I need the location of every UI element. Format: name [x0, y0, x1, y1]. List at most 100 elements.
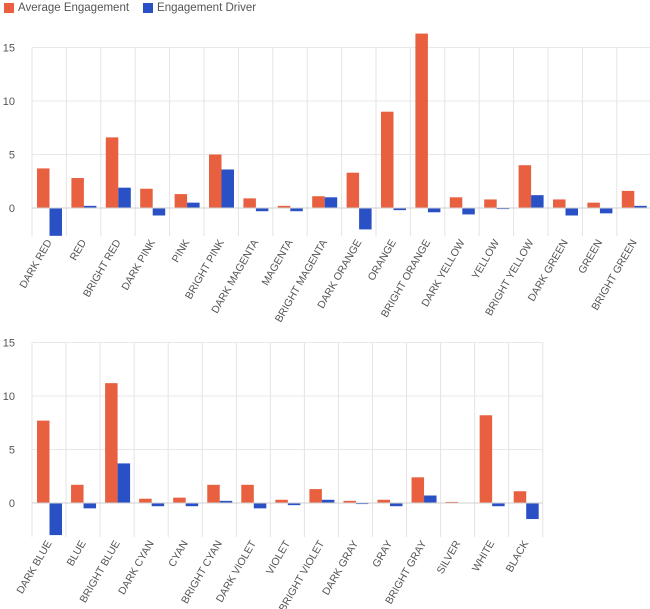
x-tick-label-dark-pink: DARK PINK [119, 238, 158, 293]
bar-engagement-driver-dark-green [565, 208, 578, 216]
bar-engagement-driver-black [526, 503, 539, 520]
x-tick-label-dark-cyan: DARK CYAN [116, 539, 157, 597]
x-tick-label-white: WHITE [470, 539, 497, 574]
bar-engagement-driver-dark-red [49, 208, 62, 236]
bar-average-engagement-bright-yellow [518, 165, 532, 208]
bar-engagement-driver-violet [287, 503, 301, 506]
bar-average-engagement-magenta [277, 205, 291, 208]
bar-engagement-driver-bright-gray [424, 495, 437, 503]
x-tick-label-black: BLACK [504, 539, 532, 575]
bar-engagement-driver-bright-magenta [324, 197, 338, 208]
y-tick-label: 10 [3, 96, 15, 108]
bar-average-engagement-bright-green [621, 190, 635, 208]
bar-engagement-driver-dark-blue [49, 503, 62, 536]
bar-average-engagement-bright-red [105, 137, 119, 208]
bar-average-engagement-dark-gray [343, 500, 356, 503]
bar-engagement-driver-pink [187, 202, 200, 208]
bar-engagement-driver-dark-pink [152, 208, 166, 216]
x-tick-label-dark-red: DARK RED [17, 237, 55, 290]
bar-average-engagement-dark-orange [346, 172, 360, 208]
bar-average-engagement-dark-pink [140, 188, 153, 208]
bar-average-engagement-white [479, 415, 493, 503]
bar-engagement-driver-bright-violet [321, 499, 335, 503]
bar-engagement-driver-bright-green [634, 205, 647, 208]
bar-average-engagement-bright-gray [411, 477, 425, 503]
legend: Average Engagement Engagement Driver [4, 1, 270, 15]
bar-engagement-driver-cyan [185, 503, 199, 507]
y-tick-label: 10 [3, 391, 15, 403]
bar-average-engagement-yellow [484, 199, 497, 208]
bar-engagement-driver-red [83, 205, 97, 208]
bar-engagement-driver-yellow [496, 208, 510, 210]
bar-average-engagement-bright-orange [415, 33, 428, 209]
bar-average-engagement-black [513, 491, 527, 503]
bar-average-engagement-dark-blue [37, 420, 50, 503]
y-tick-label: 5 [9, 445, 15, 457]
x-tick-label-orange: ORANGE [366, 238, 399, 283]
bar-average-engagement-bright-violet [309, 489, 322, 503]
bar-average-engagement-pink [174, 194, 188, 208]
bar-engagement-driver-blue [83, 503, 97, 509]
bar-engagement-driver-bright-pink [221, 169, 234, 208]
bar-average-engagement-bright-cyan [207, 484, 220, 503]
bar-average-engagement-violet [275, 499, 288, 503]
bar-engagement-driver-bright-blue [117, 463, 131, 503]
x-tick-label-yellow: YELLOW [470, 237, 502, 281]
bar-engagement-driver-bright-cyan [219, 500, 233, 503]
x-tick-label-green: GREEN [576, 238, 605, 276]
bar-average-engagement-dark-cyan [139, 498, 152, 503]
y-tick-label: 0 [9, 203, 15, 215]
bar-engagement-driver-dark-gray [355, 503, 369, 505]
bar-engagement-driver-dark-magenta [255, 208, 269, 212]
bar-average-engagement-gray [377, 499, 390, 503]
legend-label-average-engagement: Average Engagement [18, 2, 130, 14]
x-tick-label-red: RED [68, 237, 90, 263]
x-tick-label-gray: GRAY [370, 539, 395, 570]
bar-engagement-driver-bright-yellow [531, 195, 544, 208]
bar-average-engagement-orange [381, 111, 394, 208]
legend-swatch-average-engagement [4, 3, 14, 13]
x-tick-label-pink: PINK [170, 238, 193, 265]
bar-average-engagement-bright-blue [105, 383, 118, 503]
bar-engagement-driver-bright-orange [427, 208, 441, 213]
bar-engagement-driver-orange [393, 208, 406, 211]
bar-engagement-driver-magenta [290, 208, 303, 212]
y-tick-label: 0 [9, 498, 15, 510]
bar-average-engagement-bright-pink [209, 154, 222, 208]
x-tick-label-magenta: MAGENTA [260, 238, 296, 288]
bar-average-engagement-red [71, 178, 84, 208]
x-tick-label-cyan: CYAN [166, 539, 191, 570]
bar-engagement-driver-dark-cyan [151, 503, 165, 507]
bar-average-engagement-dark-red [37, 168, 50, 208]
y-tick-label: 15 [3, 338, 15, 350]
bar-average-engagement-bright-magenta [312, 196, 325, 208]
bar-average-engagement-dark-yellow [449, 197, 463, 208]
x-tick-label-violet: VIOLET [264, 538, 293, 577]
x-tick-label-blue: BLUE [65, 539, 89, 569]
legend-label-engagement-driver: Engagement Driver [157, 2, 257, 14]
legend-item-engagement-driver[interactable]: Engagement Driver [143, 2, 256, 14]
bar-engagement-driver-dark-violet [253, 503, 267, 509]
bar-engagement-driver-bright-red [118, 187, 131, 208]
legend-item-average-engagement[interactable]: Average Engagement [4, 2, 129, 14]
x-tick-label-silver: SILVER [435, 538, 464, 576]
x-tick-label-dark-gray: DARK GRAY [320, 539, 361, 598]
bar-average-engagement-dark-green [553, 199, 566, 208]
bar-average-engagement-dark-magenta [243, 198, 256, 208]
bar-engagement-driver-gray [390, 503, 403, 507]
y-tick-label: 5 [9, 150, 15, 162]
bar-average-engagement-green [587, 202, 600, 208]
bar-engagement-driver-green [599, 208, 613, 214]
x-tick-label-dark-blue: DARK BLUE [14, 539, 54, 597]
y-tick-label: 15 [3, 43, 15, 55]
bar-average-engagement-silver [445, 501, 459, 503]
legend-swatch-engagement-driver [143, 3, 154, 13]
bar-engagement-driver-white [492, 503, 505, 507]
bar-engagement-driver-dark-yellow [462, 208, 475, 215]
bar-average-engagement-cyan [173, 497, 186, 503]
bar-average-engagement-dark-violet [241, 484, 254, 503]
bar-average-engagement-blue [71, 484, 84, 503]
bar-engagement-driver-dark-orange [359, 208, 372, 230]
